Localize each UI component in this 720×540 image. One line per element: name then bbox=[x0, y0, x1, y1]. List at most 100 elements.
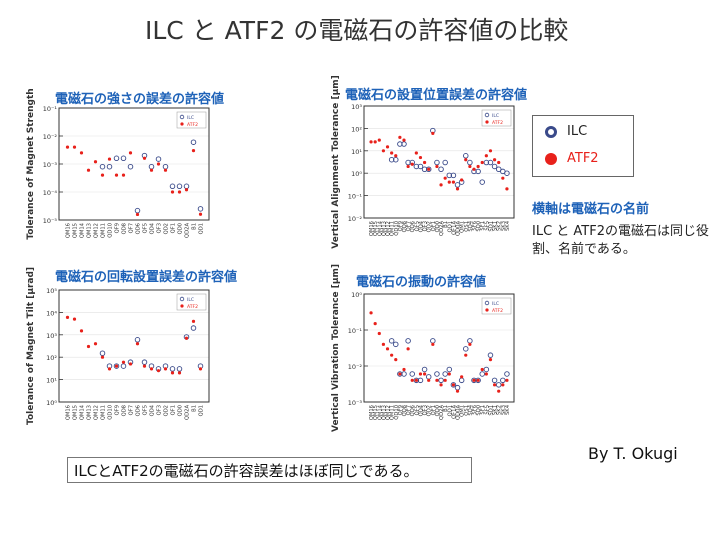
atf2-point bbox=[427, 167, 431, 171]
x-tick-label: QD6 bbox=[410, 405, 416, 416]
ilc-point bbox=[458, 377, 465, 384]
ilc-point bbox=[491, 163, 498, 170]
x-tick-label: QM14 bbox=[80, 404, 86, 420]
atf2-point bbox=[505, 378, 509, 382]
plot-frame bbox=[363, 293, 515, 403]
atf2-point bbox=[369, 140, 373, 144]
ilc-point bbox=[405, 159, 411, 166]
atf2-point bbox=[86, 168, 91, 172]
x-tick-label: SK3 bbox=[501, 405, 507, 415]
atf2-point bbox=[464, 158, 468, 162]
x-tick-label: QM12 bbox=[94, 223, 100, 238]
x-tick-label: QF5 bbox=[414, 221, 420, 231]
x-tick-label: SF1 bbox=[480, 405, 486, 415]
x-tick-label: QM14 bbox=[377, 220, 383, 236]
atf2-point bbox=[377, 331, 381, 336]
x-tick-label: QD0 bbox=[435, 405, 441, 416]
chart-svg: 10⁵ 10⁴ 10³ 10² 10¹ 10⁰ Tolerance of Magnet Ti… bbox=[26, 267, 210, 425]
atf2-point bbox=[422, 160, 427, 165]
x-tick-label: QM11 bbox=[101, 405, 107, 420]
atf2-point bbox=[79, 329, 84, 333]
atf2-point bbox=[418, 372, 423, 376]
legend: ILC ATF2 bbox=[532, 115, 634, 177]
atf2-point bbox=[381, 149, 386, 153]
x-tick-label: QF9 bbox=[115, 223, 121, 233]
y-tick-label: 10⁻³ bbox=[348, 399, 363, 407]
x-tick-label: B1 bbox=[192, 405, 198, 412]
note-axis: 横軸は電磁石の名前 bbox=[532, 202, 650, 217]
chart-svg: 10³ 10² 10¹ 10⁰ 10⁻¹ 10⁻² Vertical Alignment T… bbox=[331, 75, 515, 249]
ilc-point bbox=[120, 155, 127, 162]
atf2-point bbox=[390, 151, 394, 155]
atf2-point bbox=[149, 168, 154, 172]
x-tick-label: SD4 bbox=[468, 404, 474, 415]
x-tick-label: QM15 bbox=[73, 223, 79, 238]
x-tick-label: QF1 bbox=[171, 223, 177, 233]
atf2-point bbox=[447, 372, 451, 376]
atf2-point bbox=[170, 190, 175, 194]
atf2-point bbox=[385, 145, 390, 149]
atf2-point bbox=[398, 135, 402, 139]
ilc-point bbox=[438, 166, 444, 173]
atf2-point bbox=[460, 375, 464, 379]
ilc-point bbox=[491, 377, 498, 384]
atf2-point bbox=[497, 389, 501, 393]
ilc-point bbox=[487, 352, 494, 358]
x-tick-label: QD2A bbox=[439, 405, 445, 420]
ilc-point bbox=[148, 163, 155, 170]
atf2-point bbox=[114, 364, 119, 368]
panel-title-tilt: 電磁石の回転設置誤差の許容値 bbox=[55, 270, 238, 285]
x-tick-label: QM11 bbox=[101, 223, 107, 238]
ilc-marker-icon bbox=[484, 300, 490, 306]
atf2-point bbox=[128, 362, 133, 366]
atf2-point bbox=[447, 180, 451, 184]
atf2-point bbox=[142, 364, 147, 368]
x-tick-label: SD4 bbox=[468, 220, 474, 231]
atf2-point bbox=[455, 389, 460, 393]
x-tick-label: QD0 bbox=[178, 223, 184, 234]
ilc-point bbox=[495, 166, 502, 173]
atf2-point bbox=[443, 378, 447, 382]
atf2-point bbox=[135, 342, 140, 346]
y-tick-label: 10¹ bbox=[351, 148, 362, 156]
y-tick-label: 10⁻² bbox=[348, 215, 363, 223]
ilc-point bbox=[106, 163, 113, 170]
x-tick-label: SK2 bbox=[497, 221, 503, 231]
ilc-point bbox=[504, 170, 510, 176]
x-tick-label: QM15 bbox=[73, 405, 79, 420]
x-tick-label: QF9 bbox=[398, 221, 404, 231]
x-tick-label: QM14 bbox=[80, 222, 86, 238]
x-tick-label: QD8 bbox=[402, 405, 408, 416]
atf2-point bbox=[65, 315, 70, 319]
x-tick-label: QD8 bbox=[122, 405, 128, 416]
ilc-point bbox=[425, 166, 432, 173]
x-tick-label: QF3 bbox=[423, 221, 429, 231]
atf2-point bbox=[492, 158, 497, 162]
atf2-point bbox=[373, 322, 377, 326]
atf2-point bbox=[373, 140, 377, 144]
y-axis-label: Tolerance of Magnet Tilt [μrad] bbox=[26, 267, 36, 425]
inplot-legend bbox=[481, 109, 512, 127]
atf2-point bbox=[480, 367, 484, 372]
x-tick-label: QM13 bbox=[87, 405, 93, 420]
atf2-point bbox=[177, 190, 182, 194]
atf2-point bbox=[488, 358, 493, 362]
chart-tilt: 10⁵ 10⁴ 10³ 10² 10¹ 10⁰ Tolerance of Magnet Ti… bbox=[22, 267, 218, 438]
ilc-marker-icon bbox=[179, 114, 185, 120]
atf2-point bbox=[184, 188, 189, 192]
y-tick-label: 10³ bbox=[46, 332, 57, 340]
x-tick-label: QM12 bbox=[386, 405, 392, 420]
x-tick-label: QD6 bbox=[410, 221, 416, 232]
atf2-point bbox=[394, 358, 398, 362]
x-tick-label: QD0 bbox=[435, 221, 441, 232]
ilc-point bbox=[134, 207, 141, 214]
atf2-point bbox=[468, 164, 472, 169]
x-tick-label: QD6 bbox=[136, 405, 142, 416]
atf2-point bbox=[443, 176, 447, 180]
y-tick-label: 10³ bbox=[351, 103, 362, 111]
ilc-point bbox=[401, 371, 407, 377]
inplot-legend-ilc: ILC bbox=[187, 115, 194, 121]
x-tick-label: QD8 bbox=[402, 221, 408, 232]
ilc-point bbox=[183, 183, 190, 190]
legend-label-ilc: ILC bbox=[567, 124, 588, 139]
